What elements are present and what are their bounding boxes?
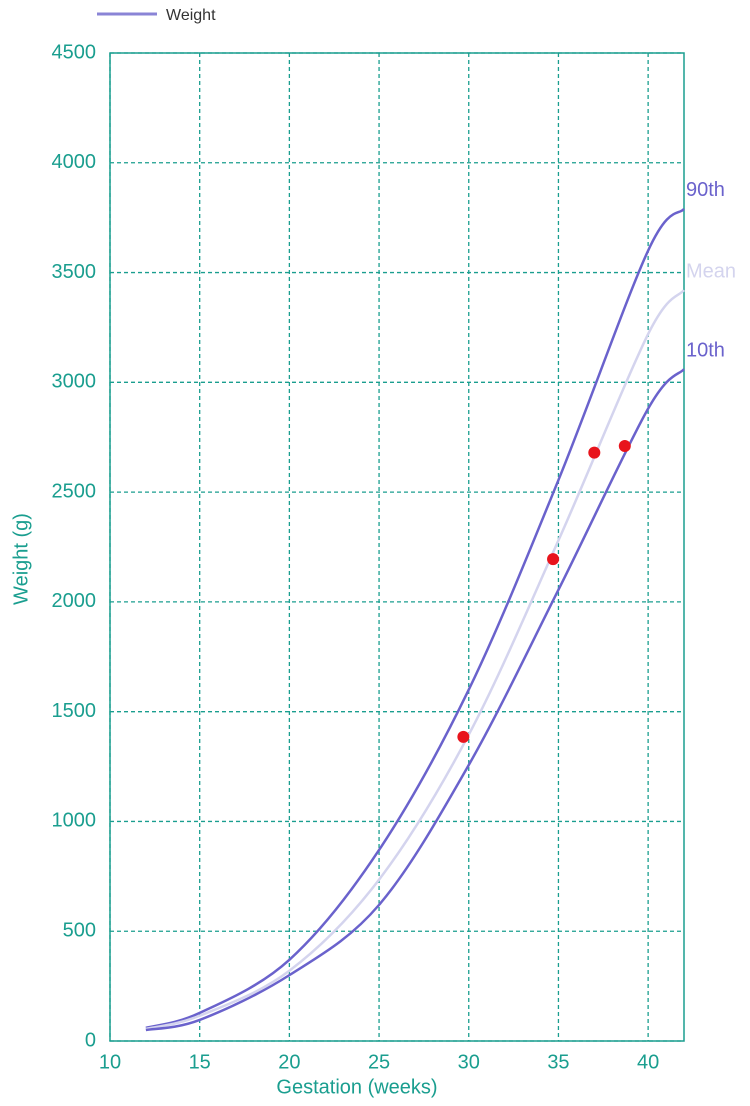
- x-tick-label: 40: [637, 1051, 659, 1073]
- y-tick-label: 4500: [52, 41, 97, 63]
- y-tick-label: 3500: [52, 261, 97, 283]
- curve-label: 10th: [686, 339, 725, 361]
- x-tick-label: 20: [278, 1051, 300, 1073]
- x-tick-label: 35: [547, 1051, 569, 1073]
- y-tick-label: 2000: [52, 590, 97, 612]
- data-point: [588, 446, 601, 459]
- curve: [145, 289, 685, 1031]
- y-tick-label: 3000: [52, 371, 97, 393]
- y-axis-title: Weight (g): [10, 513, 32, 605]
- x-tick-label: 15: [189, 1051, 211, 1073]
- data-point: [547, 553, 560, 566]
- y-tick-label: 4000: [52, 151, 97, 173]
- x-axis-title: Gestation (weeks): [276, 1076, 437, 1098]
- curve: [145, 368, 685, 1032]
- y-tick-label: 1500: [52, 700, 97, 722]
- x-tick-label: 25: [368, 1051, 390, 1073]
- y-tick-label: 1000: [52, 810, 97, 832]
- plot-border: [109, 52, 685, 1042]
- curve-label: 90th: [686, 179, 725, 201]
- legend-label: Weight: [166, 7, 216, 24]
- x-tick-label: 10: [99, 1051, 121, 1073]
- data-point: [618, 440, 631, 453]
- x-tick-label: 30: [458, 1051, 480, 1073]
- y-tick-label: 0: [85, 1029, 96, 1051]
- y-tick-label: 2500: [52, 480, 97, 502]
- curve: [145, 207, 685, 1030]
- y-tick-label: 500: [63, 920, 96, 942]
- curve-label: Mean: [686, 260, 736, 282]
- data-point: [457, 730, 470, 743]
